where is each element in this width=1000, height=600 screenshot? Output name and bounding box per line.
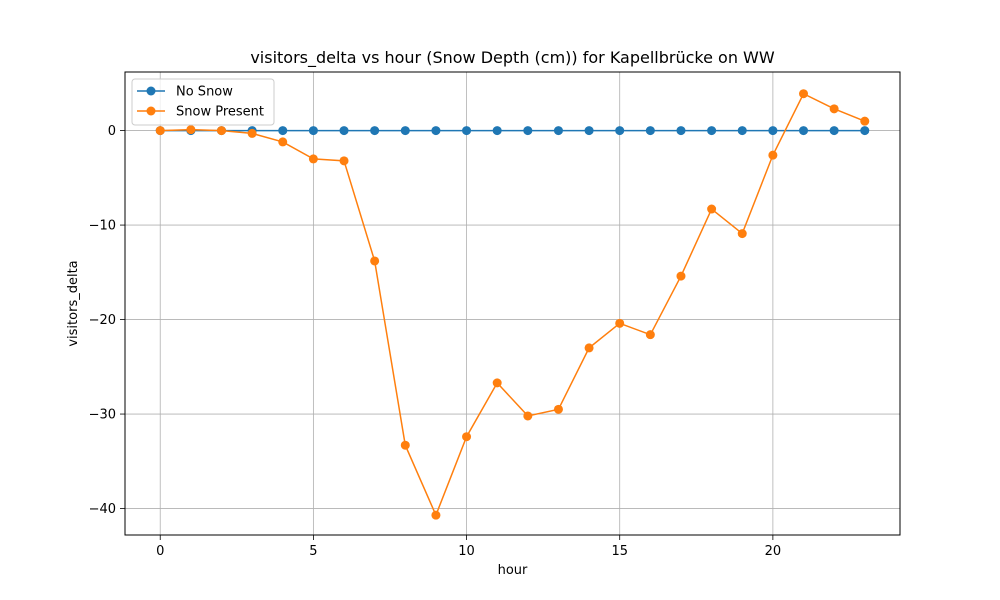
legend-label: No Snow — [176, 85, 233, 100]
data-point — [400, 126, 410, 136]
legend-marker — [146, 86, 156, 96]
y-tick-label: −20 — [89, 313, 116, 328]
data-point — [676, 271, 686, 281]
data-point — [155, 126, 165, 136]
data-point — [768, 150, 778, 160]
data-point — [799, 89, 809, 99]
data-point — [247, 128, 257, 138]
series-no-snow — [155, 126, 870, 136]
data-point — [462, 126, 472, 136]
data-point — [737, 229, 747, 239]
data-point — [278, 137, 288, 147]
data-point — [707, 126, 717, 136]
data-point — [799, 126, 809, 136]
data-point — [615, 318, 625, 328]
data-point — [370, 256, 380, 266]
data-point — [308, 154, 318, 164]
legend-marker — [146, 106, 156, 116]
data-point — [216, 126, 226, 136]
legend-box — [131, 78, 275, 126]
data-point — [339, 126, 349, 136]
data-point — [553, 404, 563, 414]
y-tick-label: −10 — [89, 219, 116, 234]
x-tick-label: 15 — [611, 544, 628, 559]
data-point — [462, 432, 472, 442]
data-point — [768, 126, 778, 136]
x-axis-label: hour — [498, 563, 528, 578]
data-point — [829, 126, 839, 136]
series-line — [160, 92, 866, 518]
data-point — [584, 343, 594, 353]
data-point — [431, 126, 441, 136]
data-point — [584, 126, 594, 136]
plot-frame — [124, 71, 901, 536]
data-point — [676, 126, 686, 136]
data-point — [431, 510, 441, 520]
data-point — [370, 126, 380, 136]
data-point — [553, 126, 563, 136]
data-point — [645, 330, 655, 340]
data-point — [339, 156, 349, 166]
y-tick-label: 0 — [108, 124, 116, 139]
data-point — [860, 116, 870, 126]
data-point — [308, 126, 318, 136]
y-axis-ticks: 0 −10 −20 −30 −40 — [89, 124, 125, 517]
data-point — [186, 125, 196, 135]
x-axis-ticks: 0 5 10 15 20 — [156, 535, 781, 559]
x-tick-label: 20 — [765, 544, 782, 559]
y-tick-label: −40 — [89, 502, 116, 517]
x-tick-label: 5 — [309, 544, 317, 559]
data-point — [615, 126, 625, 136]
data-point — [860, 126, 870, 136]
data-point — [523, 411, 533, 421]
x-tick-label: 0 — [156, 544, 164, 559]
series-layer — [155, 89, 870, 520]
legend: No Snow Snow Present — [131, 78, 275, 126]
data-point — [829, 104, 839, 114]
data-point — [737, 126, 747, 136]
data-point — [523, 126, 533, 136]
data-point — [492, 378, 502, 388]
chart-title: visitors_delta vs hour (Snow Depth (cm))… — [250, 48, 775, 68]
legend-item: Snow Present — [137, 105, 264, 120]
data-point — [400, 440, 410, 450]
data-point — [278, 126, 288, 136]
y-axis-label: visitors_delta — [66, 260, 81, 346]
legend-item: No Snow — [137, 85, 233, 100]
data-point — [707, 204, 717, 214]
x-tick-label: 10 — [458, 544, 475, 559]
series-snow-present — [155, 89, 870, 520]
legend-label: Snow Present — [176, 105, 264, 120]
y-tick-label: −30 — [89, 408, 116, 423]
data-point — [492, 126, 502, 136]
data-point — [645, 126, 655, 136]
